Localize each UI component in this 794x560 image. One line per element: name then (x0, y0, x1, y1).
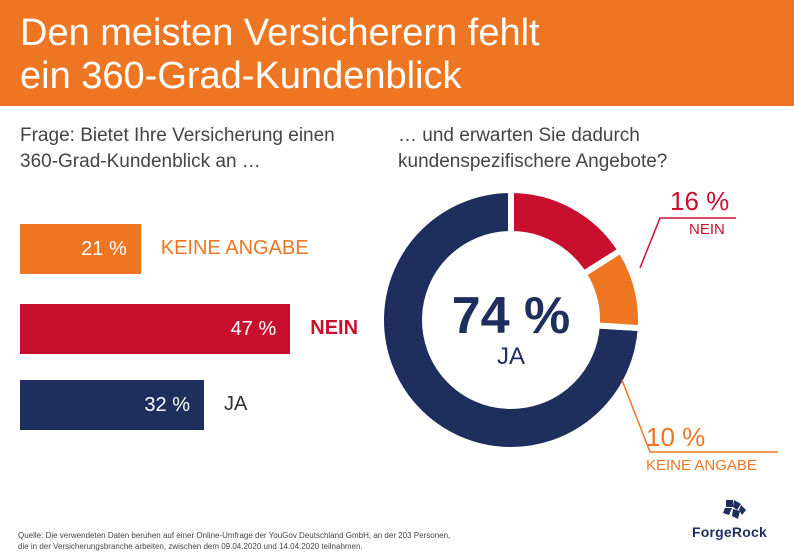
left-question-line-2: 360-Grad-Kundenblick an … (20, 151, 261, 172)
title-line-2: ein 360-Grad-Kundenblick (20, 55, 462, 97)
left-question-line-1: Frage: Bietet Ihre Versicherung einen (20, 125, 335, 146)
donut-slice-ja (378, 186, 644, 453)
header-banner: Den meisten Versicherern fehlt ein 360-G… (0, 0, 794, 106)
donut-label-keine-angabe-value: 10 % (646, 422, 706, 452)
bar-2: 32 % (20, 380, 204, 430)
donut-center-label: JA (496, 343, 525, 370)
donut-label-nein-value: 16 % (670, 186, 730, 216)
bar-0: 21 % (20, 224, 141, 274)
bar-category-label: JA (224, 393, 248, 415)
source-line-2: die in der Versicherungsbranche arbeiten… (18, 542, 363, 551)
bar-value-label: 32 % (144, 393, 190, 416)
bar-value-label: 47 % (230, 317, 277, 340)
bar-1: 47 % (20, 304, 291, 354)
donut-slice-keine-angabe (579, 246, 644, 332)
bar-category-label: KEINE ANGABE (160, 237, 309, 259)
bar-value-label: 21 % (81, 237, 127, 260)
callout-line-nein (639, 217, 736, 269)
right-question-line-1: … und erwarten Sie dadurch (398, 125, 640, 146)
donut-label-nein-name: NEIN (689, 221, 725, 238)
right-question-line-2: kundenspezifischere Angebote? (398, 151, 668, 172)
forgerock-logo-icon (723, 500, 746, 519)
callout-line-keine-angabe (621, 379, 778, 453)
forgerock-logo: ForgeRock (692, 500, 780, 550)
donut-center-value: 74 % (451, 287, 571, 345)
bar-category-label: NEIN (310, 317, 359, 339)
donut-label-keine-angabe-name: KEINE ANGABE (646, 457, 757, 474)
source-line-1: Quelle: Die verwendeten Daten beruhen au… (18, 531, 451, 540)
forgerock-logo-text: ForgeRock (692, 524, 767, 540)
right-question: … und erwarten Sie dadurch kundenspezifi… (398, 123, 667, 175)
left-question: Frage: Bietet Ihre Versicherung einen 36… (20, 123, 335, 175)
page-title: Den meisten Versicherern fehlt ein 360-G… (20, 12, 540, 98)
source-note: Quelle: Die verwendeten Daten beruhen au… (18, 530, 450, 552)
title-line-1: Den meisten Versicherern fehlt (20, 12, 540, 54)
